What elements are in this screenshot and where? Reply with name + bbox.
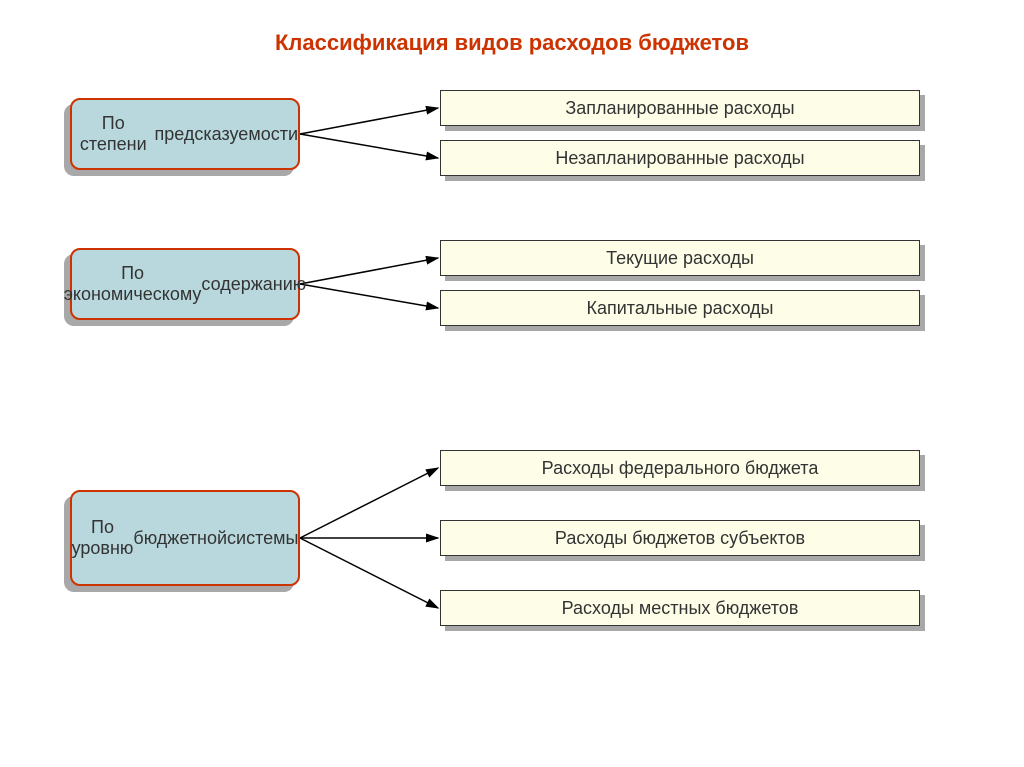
category-box: По степенипредсказуемости	[70, 98, 300, 170]
category-line: системы	[227, 528, 298, 549]
item-box: Расходы местных бюджетов	[440, 590, 920, 626]
category-line: содержанию	[201, 274, 306, 295]
category-box: По уровнюбюджетнойсистемы	[70, 490, 300, 586]
category-line: бюджетной	[133, 528, 227, 549]
diagram-title: Классификация видов расходов бюджетов	[0, 30, 1024, 56]
arrow	[300, 468, 438, 538]
item-box: Незапланированные расходы	[440, 140, 920, 176]
arrow	[300, 134, 438, 158]
arrow	[300, 284, 438, 308]
category-box: По экономическомусодержанию	[70, 248, 300, 320]
category-line: По уровню	[72, 517, 134, 559]
item-box: Запланированные расходы	[440, 90, 920, 126]
arrow	[300, 258, 438, 284]
arrow	[300, 108, 438, 134]
category-line: По экономическому	[64, 263, 202, 305]
item-box: Капитальные расходы	[440, 290, 920, 326]
item-box: Расходы федерального бюджета	[440, 450, 920, 486]
category-line: По степени	[72, 113, 155, 155]
item-box: Текущие расходы	[440, 240, 920, 276]
arrow	[300, 538, 438, 608]
item-box: Расходы бюджетов субъектов	[440, 520, 920, 556]
category-line: предсказуемости	[155, 124, 299, 145]
